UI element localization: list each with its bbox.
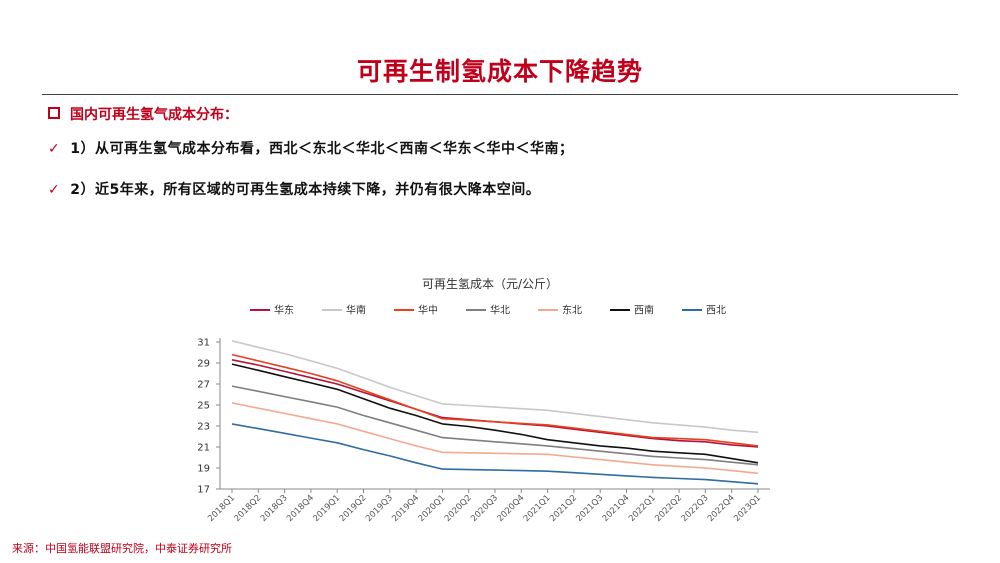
checkmark-icon: ✓ [48, 141, 61, 157]
series-line-华北 [231, 385, 759, 466]
title-divider [42, 94, 958, 95]
square-bullet-icon [48, 107, 60, 119]
y-tick-label: 29 [197, 359, 210, 370]
bullet-text: 2）近5年来，所有区域的可再生氢成本持续下降，并仍有很大降本空间。 [70, 182, 541, 198]
y-tick-label: 21 [197, 443, 210, 454]
legend-label: 西南 [634, 304, 654, 317]
x-tick-label: 2021Q1 [522, 493, 553, 524]
y-tick-label: 25 [197, 401, 210, 412]
x-tick-label: 2019Q3 [364, 493, 395, 524]
y-tick-label: 17 [197, 485, 210, 496]
x-tick-label: 2018Q3 [259, 493, 290, 524]
x-tick-label: 2022Q3 [680, 493, 711, 524]
legend-label: 华东 [274, 304, 294, 317]
x-tick-label: 2020Q1 [417, 493, 448, 524]
x-tick-label: 2020Q4 [495, 493, 526, 524]
bullet-item: ✓ 2）近5年来，所有区域的可再生氢成本持续下降，并仍有很大降本空间。 [48, 179, 540, 199]
series-line-西南 [231, 363, 759, 464]
x-tick-label: 2022Q2 [653, 493, 684, 524]
legend-label: 华北 [490, 304, 510, 317]
y-tick-label: 27 [197, 380, 210, 391]
chart-legend: 华东 华南 华中 华北 东北 西南 西北 [250, 304, 726, 317]
legend-label: 华中 [418, 304, 438, 317]
source-note: 来源：中国氢能联盟研究院，中泰证券研究所 [12, 542, 232, 555]
bullet-item: ✓ 1）从可再生氢气成本分布看，西北＜东北＜华北＜西南＜华东＜华中＜华南； [48, 138, 573, 158]
y-tick-label: 19 [197, 464, 210, 475]
series-line-华中 [231, 353, 759, 447]
x-tick-label: 2021Q2 [548, 493, 579, 524]
legend-label: 西北 [706, 305, 726, 317]
section-heading: 国内可再生氢气成本分布： [48, 104, 238, 124]
x-tick-label: 2020Q3 [469, 493, 500, 524]
checkmark-icon: ✓ [48, 182, 61, 198]
x-tick-label: 2019Q2 [338, 493, 369, 524]
chart-lines [231, 340, 759, 485]
cost-line-chart: 可再生氢成本（元/公斤） 华东 华南 华中 华北 东北 西南 西北 17 19 21 23 25 27… [197, 276, 770, 524]
x-tick-label: 2022Q1 [627, 493, 658, 524]
series-line-西北 [231, 423, 759, 485]
bullet-text: 1）从可再生氢气成本分布看，西北＜东北＜华北＜西南＜华东＜华中＜华南； [70, 141, 574, 157]
y-tick-label: 31 [197, 338, 210, 349]
y-tick-label: 23 [197, 422, 210, 433]
x-tick-label: 2019Q4 [390, 493, 421, 524]
legend-label: 东北 [562, 304, 582, 317]
series-line-东北 [231, 402, 759, 475]
legend-label: 华南 [346, 304, 366, 317]
chart-axes: 17 19 21 23 25 27 29 31 2018Q12018Q22018Q32018Q4… [197, 338, 770, 524]
x-tick-label: 2018Q2 [232, 493, 263, 524]
series-line-华南 [231, 340, 759, 434]
chart-title: 可再生氢成本（元/公斤） [422, 276, 558, 291]
x-tick-label: 2019Q1 [311, 493, 342, 524]
section-heading-text: 国内可再生氢气成本分布： [70, 107, 238, 123]
x-tick-label: 2023Q1 [732, 493, 763, 524]
x-tick-label: 2021Q3 [574, 493, 605, 524]
x-tick-label: 2021Q4 [601, 493, 632, 524]
x-tick-label: 2018Q1 [206, 493, 237, 524]
x-tick-label: 2018Q4 [285, 493, 316, 524]
x-tick-label: 2022Q4 [706, 493, 737, 524]
x-tick-label: 2020Q2 [443, 493, 474, 524]
page-title: 可再生制氢成本下降趋势 [356, 57, 643, 86]
